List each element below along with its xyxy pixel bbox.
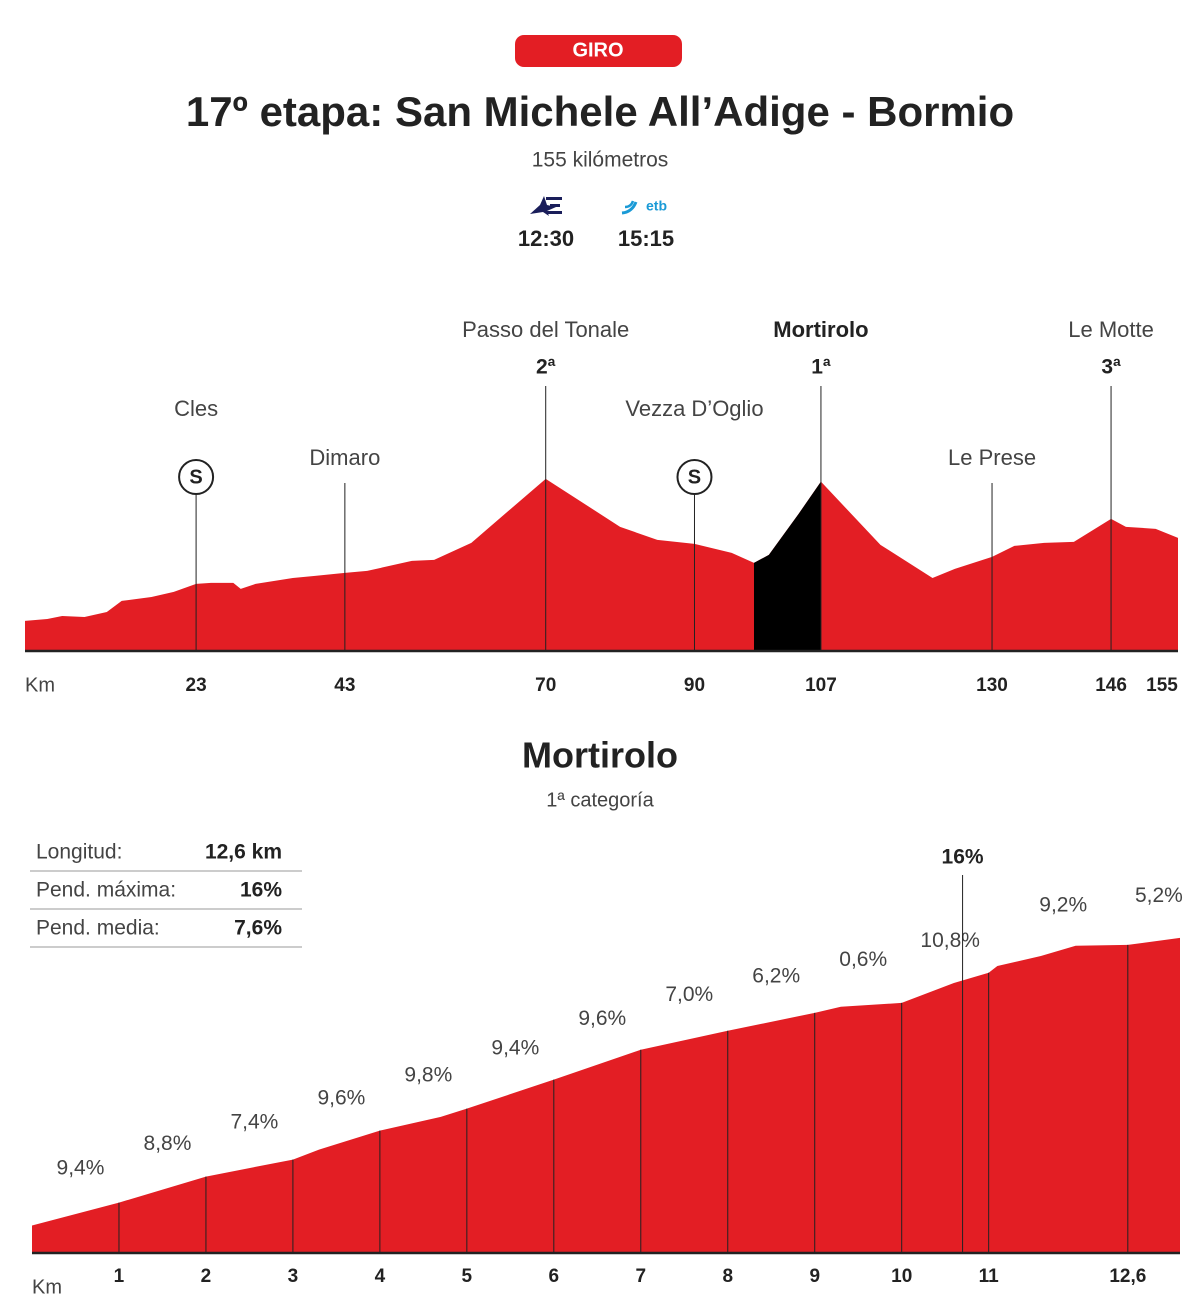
- gradient-label: 7,0%: [665, 983, 713, 1006]
- stat-label: Longitud:: [36, 841, 122, 864]
- stat-label: Pend. máxima:: [36, 879, 176, 902]
- x-tick-label: 23: [186, 675, 207, 696]
- place-name: Cles: [174, 396, 218, 421]
- place-name: Vezza D’Oglio: [625, 396, 763, 421]
- climb-title: Mortirolo: [522, 735, 678, 776]
- etb-logo: etb: [621, 198, 667, 215]
- gradient-label: 5,2%: [1135, 884, 1183, 907]
- stat-value: 16%: [240, 879, 282, 902]
- category-label: 2ª: [536, 356, 556, 379]
- x-tick-label: 4: [375, 1266, 386, 1287]
- x-tick-label: 146: [1095, 675, 1127, 696]
- stat-value: 7,6%: [234, 917, 282, 940]
- gradient-label: 9,4%: [491, 1037, 539, 1060]
- x-tick-label: 43: [334, 675, 355, 696]
- gradient-label: 10,8%: [920, 929, 980, 952]
- sprint-label: S: [688, 466, 701, 488]
- x-tick-label: 8: [722, 1266, 733, 1287]
- gradient-label: 8,8%: [144, 1132, 192, 1155]
- etb-logo-text: etb: [646, 198, 667, 214]
- x-tick-label: 6: [549, 1266, 560, 1287]
- gradient-label: 9,6%: [317, 1087, 365, 1110]
- sprint-circle: [676, 459, 713, 495]
- max-gradient-label: 16%: [942, 846, 984, 869]
- title: 17º etapa: San Michele All’Adige - Bormi…: [186, 88, 1014, 135]
- x-tick-label: 12,6: [1109, 1266, 1146, 1287]
- x-tick-label: 90: [684, 675, 705, 696]
- x-tick-label: 155: [1146, 675, 1178, 696]
- profile-area: [25, 478, 1178, 651]
- category-label: 3ª: [1101, 356, 1121, 379]
- profile-area: [32, 937, 1180, 1253]
- x-tick-label: 1: [114, 1266, 125, 1287]
- profile-area: [753, 481, 821, 651]
- place-name: Le Prese: [948, 445, 1036, 470]
- stat-value: 12,6 km: [205, 841, 282, 864]
- sprint-label: S: [189, 466, 202, 488]
- x-tick-label: 7: [635, 1266, 646, 1287]
- place-name: Mortirolo: [773, 317, 868, 342]
- gradient-label: 6,2%: [752, 964, 800, 987]
- place-name: Le Motte: [1068, 317, 1154, 342]
- gradient-label: 9,4%: [57, 1157, 105, 1180]
- x-axis-label: Km: [32, 1276, 62, 1298]
- gradient-label: 0,6%: [839, 948, 887, 971]
- x-tick-label: 11: [979, 1266, 1000, 1287]
- sprint-circle: [178, 459, 215, 495]
- tag: GIRO: [572, 39, 623, 61]
- place-name: Passo del Tonale: [462, 317, 629, 342]
- x-tick-label: 2: [201, 1266, 212, 1287]
- x-tick-label: 70: [535, 675, 556, 696]
- x-tick-label: 5: [462, 1266, 473, 1287]
- broadcast-time: 15:15: [618, 226, 674, 251]
- tag-pill: [515, 35, 682, 67]
- gradient-label: 9,6%: [578, 1007, 626, 1030]
- gradient-label: 9,8%: [404, 1063, 452, 1086]
- stat-label: Pend. media:: [36, 917, 160, 940]
- gradient-label: 7,4%: [230, 1111, 278, 1134]
- gradient-label: 9,2%: [1039, 893, 1087, 916]
- climb-subtitle: 1ª categoría: [546, 789, 654, 811]
- x-tick-label: 107: [805, 675, 837, 696]
- place-name: Dimaro: [309, 445, 380, 470]
- x-tick-label: 130: [976, 675, 1008, 696]
- x-tick-label: 9: [809, 1266, 820, 1287]
- category-label: 1ª: [811, 356, 831, 379]
- x-axis-label: Km: [25, 674, 55, 696]
- eurosport-logo: [530, 196, 562, 216]
- broadcast-time: 12:30: [518, 226, 574, 251]
- x-tick-label: 3: [288, 1266, 299, 1287]
- subtitle: 155 kilómetros: [532, 149, 669, 172]
- x-tick-label: 10: [891, 1266, 912, 1287]
